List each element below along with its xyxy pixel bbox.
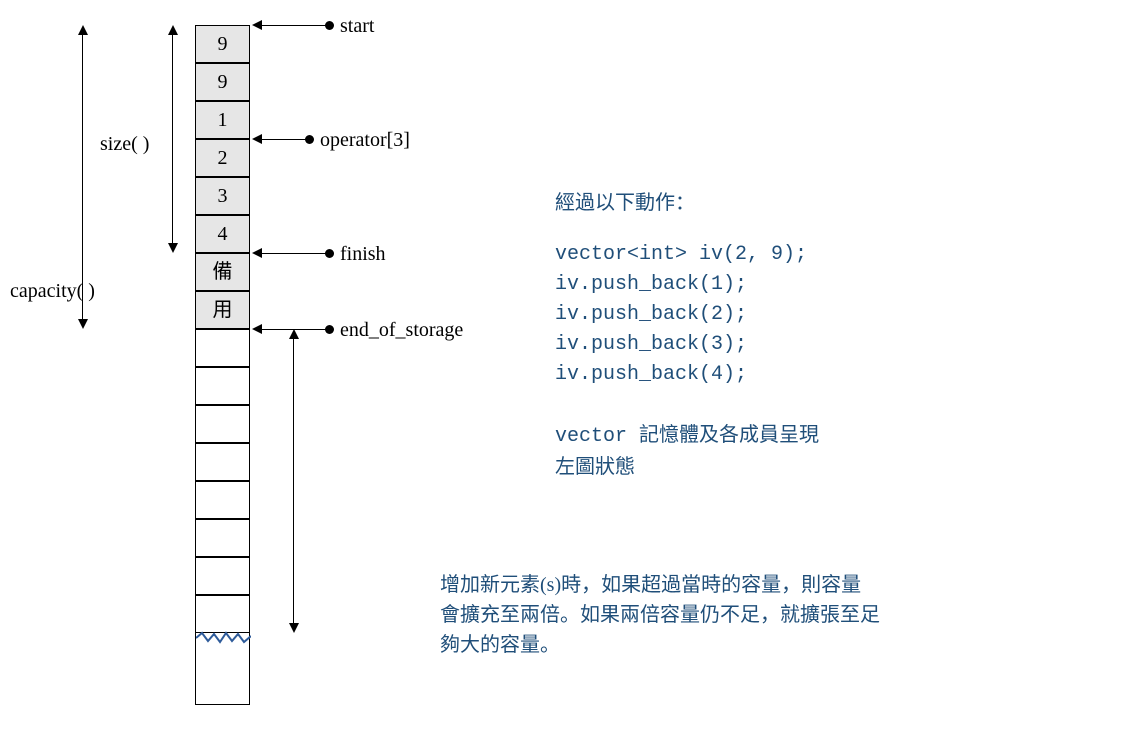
note-text: 增加新元素(s)時，如果超過當時的容量，則容量 會擴充至兩倍。如果兩倍容量仍不足… <box>440 570 880 660</box>
note-line-3: 夠大的容量。 <box>440 630 880 660</box>
op3-label: operator[3] <box>320 129 410 152</box>
cell-12 <box>195 481 250 519</box>
cell-9 <box>195 367 250 405</box>
cell-15 <box>195 595 250 633</box>
cell-7: 用 <box>195 291 250 329</box>
cell-6: 備 <box>195 253 250 291</box>
mem-line-1: vector 記憶體及各成員呈現 <box>555 425 819 448</box>
code-line-2: iv.push_back(2); <box>555 300 807 330</box>
mem-text: vector 記憶體及各成員呈現 左圖狀態 <box>555 420 819 482</box>
op3-arrow <box>252 139 310 140</box>
note-line-2: 會擴充至兩倍。如果兩倍容量仍不足，就擴張至足 <box>440 600 880 630</box>
diagram-container: { "cells": [ {"text": "9", "filled": tru… <box>0 0 1141 739</box>
cell-14 <box>195 557 250 595</box>
size-label: size( ) <box>100 133 149 156</box>
code-line-1: iv.push_back(1); <box>555 270 807 300</box>
cell-8 <box>195 329 250 367</box>
cell-3: 2 <box>195 139 250 177</box>
eos-label: end_of_storage <box>340 319 463 342</box>
note-line-1: 增加新元素(s)時，如果超過當時的容量，則容量 <box>440 570 880 600</box>
cell-last <box>195 667 250 705</box>
code-block: vector<int> iv(2, 9); iv.push_back(1); i… <box>555 240 807 390</box>
cell-5: 4 <box>195 215 250 253</box>
capacity-label: capacity( ) <box>10 280 95 303</box>
finish-label: finish <box>340 243 386 266</box>
torn-cell <box>195 633 250 667</box>
code-line-4: iv.push_back(4); <box>555 360 807 390</box>
mem-line-2: 左圖狀態 <box>555 456 635 478</box>
finish-arrow <box>252 253 330 254</box>
intro-text: 經過以下動作： <box>555 188 695 218</box>
cell-4: 3 <box>195 177 250 215</box>
code-line-0: vector<int> iv(2, 9); <box>555 240 807 270</box>
cell-1: 9 <box>195 63 250 101</box>
code-line-3: iv.push_back(3); <box>555 330 807 360</box>
start-arrow <box>252 25 330 26</box>
cell-2: 1 <box>195 101 250 139</box>
start-label: start <box>340 15 374 38</box>
cell-11 <box>195 443 250 481</box>
cell-10 <box>195 405 250 443</box>
cell-0: 9 <box>195 25 250 63</box>
cell-13 <box>195 519 250 557</box>
